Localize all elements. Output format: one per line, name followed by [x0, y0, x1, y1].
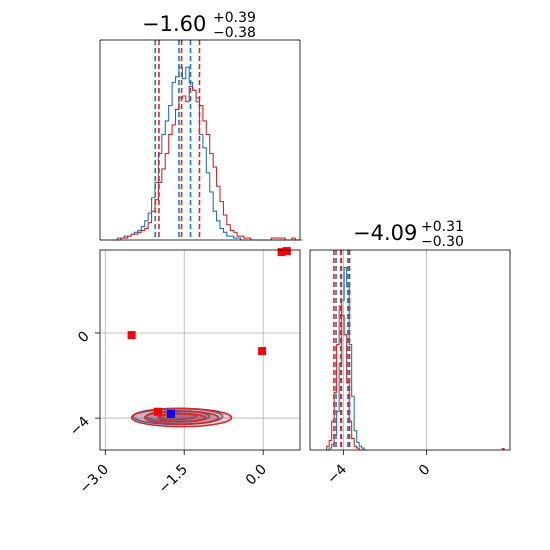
- tick-labels: −3.0 −1.5 0.0 0 −4 −4 0: [67, 328, 434, 496]
- title-param-1-upper: +0.39: [213, 10, 256, 26]
- scatter-frame: [99, 249, 301, 451]
- title-param-1: −1.60 +0.39 −0.38: [142, 10, 256, 41]
- scatter-sample-point: [222, 413, 225, 416]
- scatter-contour-panel: [99, 247, 301, 451]
- marker-red_marker-2: [277, 248, 286, 257]
- histogram-param-1-panel: [99, 39, 303, 241]
- title-param-2-value: −4.09: [353, 221, 417, 245]
- hist-param-2-outlier-bar: [501, 448, 505, 450]
- scatter-y-tick-label-1: −4: [67, 414, 93, 440]
- marker-red_marker-0: [127, 331, 136, 340]
- scatter-x-tick-label-1: −1.5: [156, 462, 191, 497]
- marker-red_marker-3: [282, 247, 291, 256]
- marker-red_marker-4: [153, 407, 162, 416]
- scatter-sample-point: [181, 416, 183, 418]
- hist-param-1-series-blue: [110, 66, 303, 241]
- scatter-sample-point: [135, 416, 138, 419]
- contour-red-level-2: [157, 413, 207, 423]
- marker-red_marker-1: [258, 347, 267, 356]
- hist-param-2-series-red: [326, 305, 367, 451]
- title-param-2-upper: +0.31: [421, 219, 464, 235]
- scatter-sample-point: [204, 414, 207, 417]
- scatter-y-tick-label-0: 0: [75, 328, 93, 346]
- hist-param-2-frame: [309, 249, 511, 451]
- scatter-x-tick-label-0: −3.0: [77, 462, 112, 497]
- hist-param-2-x-tick-label-0: −4: [324, 461, 350, 487]
- hist-param-2-x-tick-label-1: 0: [416, 462, 434, 480]
- title-param-1-value: −1.60: [142, 12, 206, 36]
- title-param-1-lower: −0.38: [213, 25, 256, 41]
- histogram-param-2-panel: [309, 249, 511, 451]
- marker-blue_marker-5: [167, 409, 176, 418]
- scatter-sample-point: [209, 418, 212, 421]
- title-param-2: −4.09 +0.31 −0.30: [353, 219, 464, 250]
- hist-param-1-frame: [99, 39, 301, 241]
- scatter-x-tick-label-2: 0.0: [243, 462, 270, 489]
- scatter-sample-point: [140, 414, 142, 416]
- title-param-2-lower: −0.30: [421, 234, 464, 250]
